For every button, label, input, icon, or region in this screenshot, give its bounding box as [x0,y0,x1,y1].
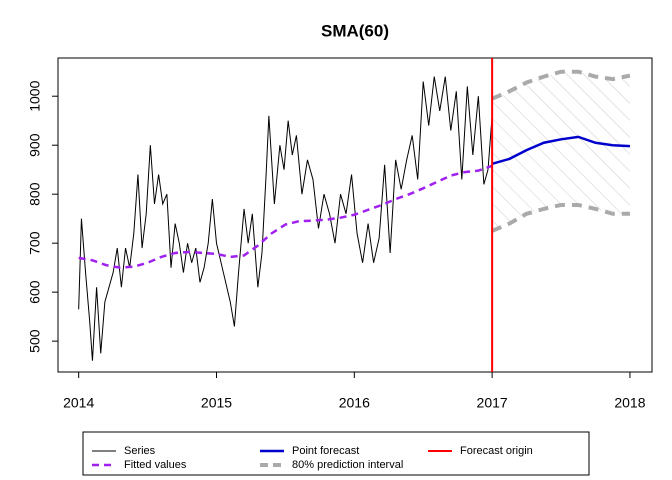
plot-frame [57,57,653,373]
y-tick-label: 600 [27,280,43,304]
legend-label: Series [124,445,156,457]
series-line [78,76,493,361]
chart-title: SMA(60) [321,21,389,40]
legend-label: Forecast origin [460,445,533,457]
legend-label: Point forecast [292,445,359,457]
y-tick-label: 700 [27,231,43,255]
interval-area [492,71,630,231]
x-tick-label: 2015 [201,395,232,411]
series-line [78,164,493,269]
y-tick-label: 1000 [27,80,43,111]
x-tick-label: 2018 [614,395,645,411]
y-tick-label: 500 [27,329,43,353]
legend-label: Fitted values [124,459,187,471]
y-tick-label: 800 [27,182,43,206]
x-tick-label: 2017 [477,395,508,411]
interval-bound [491,69,631,101]
x-tick-label: 2016 [339,395,370,411]
legend-frame [82,431,590,476]
series-line [491,135,631,166]
y-tick-label: 900 [27,133,43,157]
legend-label: 80% prediction interval [292,459,403,471]
x-tick-label: 2014 [63,395,94,411]
interval-bound [491,202,630,233]
